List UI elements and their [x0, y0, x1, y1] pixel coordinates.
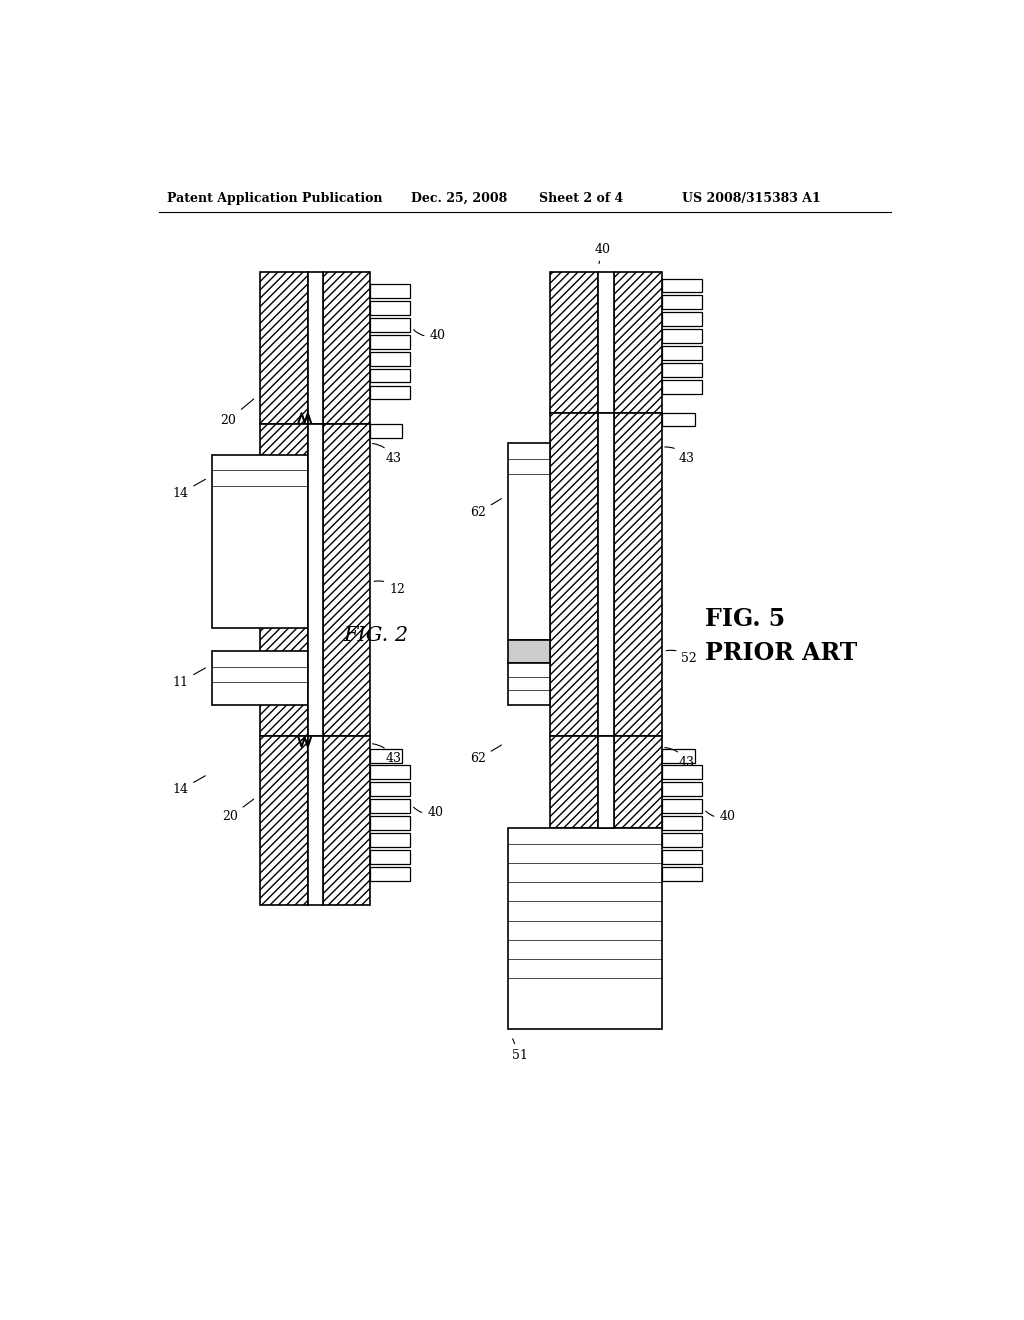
Bar	[324, 272, 370, 424]
Bar	[614, 272, 662, 412]
Bar	[662, 867, 702, 880]
Bar	[598, 272, 614, 412]
Text: 52: 52	[667, 651, 697, 665]
Text: 43: 43	[373, 444, 401, 465]
Text: 62: 62	[470, 499, 502, 519]
Bar	[662, 346, 702, 360]
Bar	[614, 413, 662, 737]
Text: 40: 40	[594, 243, 610, 264]
Bar	[508, 829, 662, 1028]
Text: FIG. 5
PRIOR ART: FIG. 5 PRIOR ART	[705, 607, 857, 664]
Bar	[370, 799, 410, 813]
Bar	[662, 799, 702, 813]
Bar	[550, 737, 598, 829]
Text: 43: 43	[373, 743, 401, 766]
Bar	[370, 318, 410, 331]
Bar	[308, 272, 324, 424]
Bar	[308, 737, 324, 906]
Bar	[550, 272, 598, 412]
Text: 14: 14	[172, 776, 206, 796]
Bar	[370, 781, 410, 796]
Bar	[370, 766, 410, 779]
Bar	[598, 737, 614, 829]
Text: US 2008/315383 A1: US 2008/315383 A1	[682, 191, 821, 205]
Bar	[662, 833, 702, 847]
Bar	[370, 368, 410, 383]
Bar	[662, 850, 702, 863]
Bar	[370, 335, 410, 348]
Bar	[662, 781, 702, 796]
Bar	[370, 833, 410, 847]
Text: 43: 43	[665, 747, 695, 770]
Text: 43: 43	[665, 447, 695, 465]
Bar	[662, 816, 702, 830]
Text: 40: 40	[706, 810, 735, 824]
Text: Dec. 25, 2008: Dec. 25, 2008	[411, 191, 507, 205]
Bar	[662, 748, 694, 763]
Bar	[370, 284, 410, 298]
Bar	[370, 850, 410, 863]
Bar	[370, 301, 410, 314]
Text: Patent Application Publication: Patent Application Publication	[167, 191, 382, 205]
Bar	[662, 330, 702, 343]
Bar	[260, 272, 308, 424]
Text: 12: 12	[374, 581, 406, 597]
Bar	[212, 455, 308, 628]
Text: FIG. 2: FIG. 2	[343, 626, 409, 645]
Bar	[370, 385, 410, 400]
Text: Sheet 2 of 4: Sheet 2 of 4	[539, 191, 623, 205]
Bar	[260, 424, 308, 737]
Bar	[324, 424, 370, 737]
Bar	[662, 766, 702, 779]
Bar	[260, 737, 308, 906]
Bar	[550, 413, 598, 737]
Text: 40: 40	[414, 329, 445, 342]
Text: 62: 62	[470, 744, 502, 766]
Bar	[324, 737, 370, 906]
Bar	[662, 413, 694, 426]
Bar	[662, 313, 702, 326]
Text: 51: 51	[512, 1039, 527, 1063]
Bar	[662, 363, 702, 378]
Bar	[508, 640, 550, 663]
Text: 20: 20	[220, 399, 254, 426]
Bar	[308, 424, 324, 737]
Bar	[508, 663, 550, 705]
Text: 20: 20	[222, 799, 254, 824]
Bar	[370, 424, 402, 438]
Bar	[370, 816, 410, 830]
Text: 40: 40	[414, 807, 443, 820]
Text: 14: 14	[172, 479, 206, 500]
Bar	[508, 444, 550, 640]
Bar	[598, 413, 614, 737]
Bar	[370, 748, 402, 763]
Bar	[212, 651, 308, 705]
Bar	[662, 296, 702, 309]
Bar	[370, 351, 410, 366]
Bar	[370, 867, 410, 880]
Bar	[662, 279, 702, 293]
Bar	[614, 737, 662, 829]
Text: 11: 11	[172, 668, 206, 689]
Bar	[662, 380, 702, 395]
